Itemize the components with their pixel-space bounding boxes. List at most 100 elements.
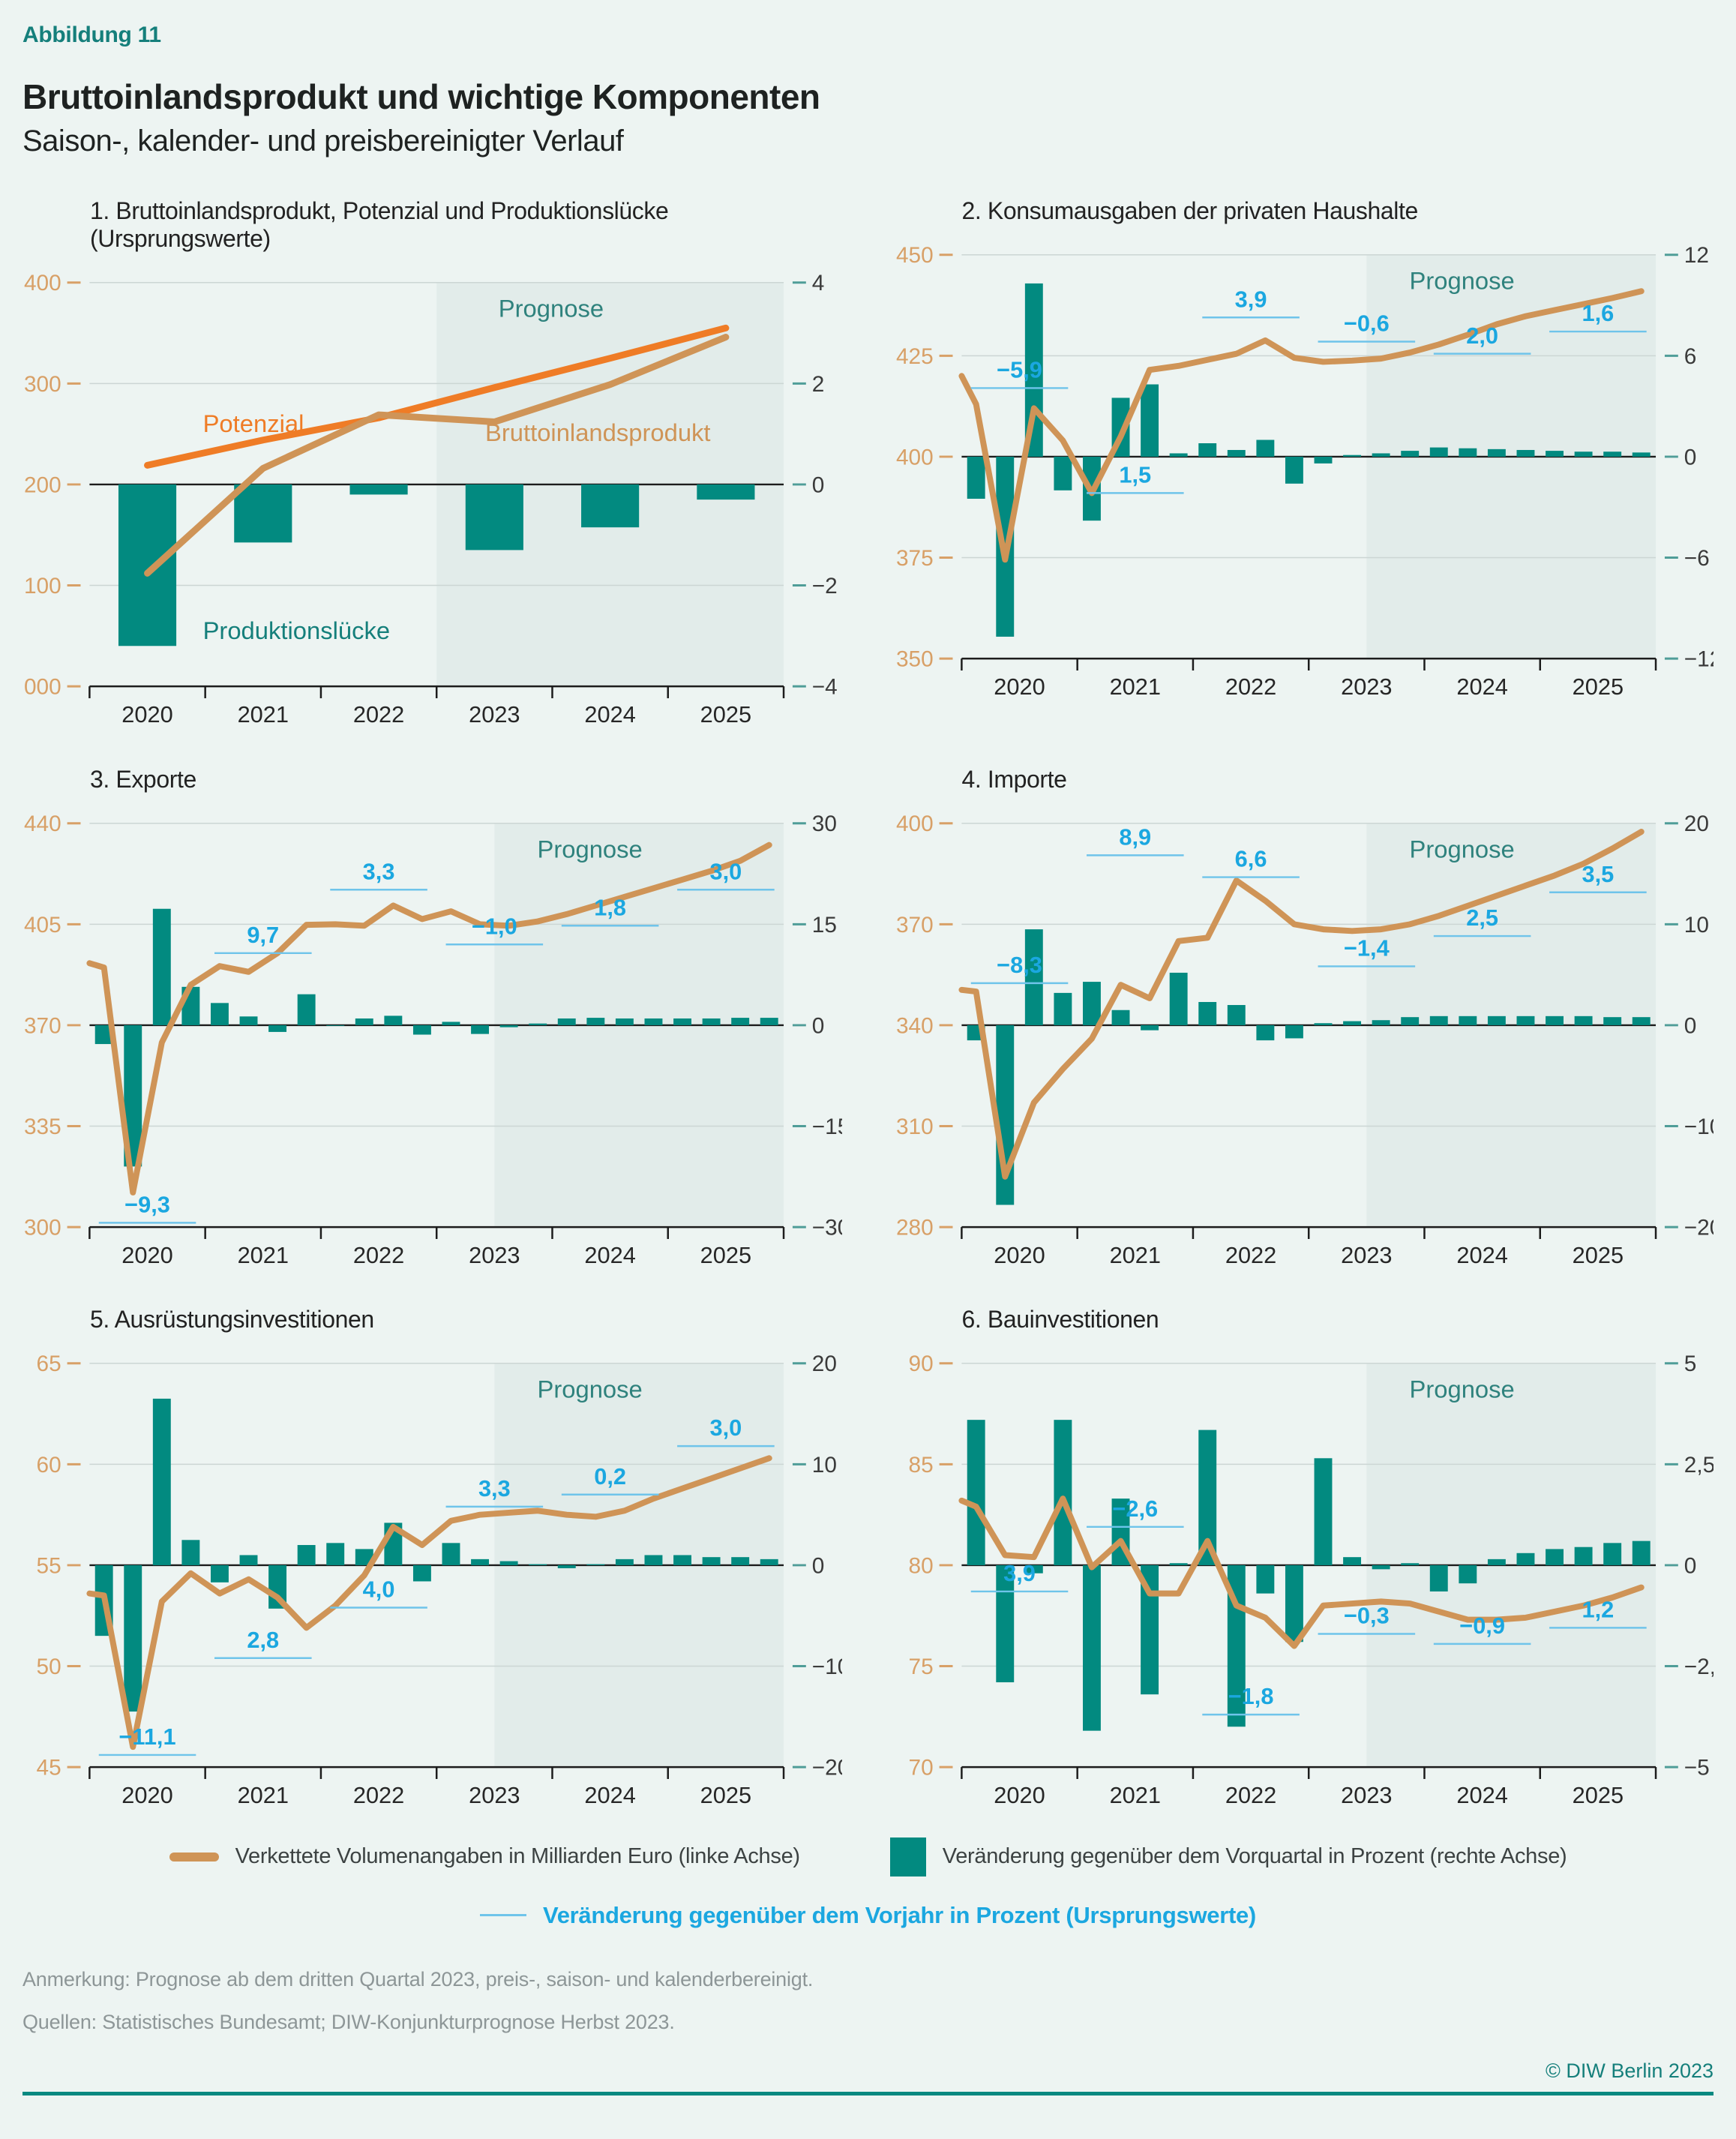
- svg-text:80: 80: [908, 1554, 933, 1579]
- svg-text:2022: 2022: [1225, 674, 1276, 700]
- svg-text:2022: 2022: [1225, 1782, 1276, 1808]
- svg-text:400: 400: [895, 812, 933, 836]
- volume-line: [86, 1455, 772, 1750]
- svg-text:2023: 2023: [469, 1782, 520, 1808]
- qoq-bars: [94, 908, 778, 1166]
- left-axis: 440 405 370 335 300: [24, 812, 81, 1240]
- svg-text:2021: 2021: [238, 1782, 289, 1808]
- svg-text:2024: 2024: [584, 701, 635, 728]
- svg-text:2021: 2021: [238, 701, 289, 728]
- right-axis: 12 6 0 −6 −12: [1664, 243, 1714, 672]
- panel-title: 1. Bruttoinlandsprodukt, Potenzial und P…: [90, 197, 669, 252]
- svg-text:0: 0: [812, 1013, 825, 1038]
- svg-text:2022: 2022: [353, 701, 404, 728]
- svg-text:−9,3: −9,3: [124, 1191, 170, 1217]
- svg-text:3,3: 3,3: [363, 858, 395, 884]
- svg-text:0: 0: [1684, 1554, 1696, 1579]
- gridlines: [961, 1363, 1656, 1667]
- gridlines: [89, 822, 784, 1126]
- svg-text:2,5: 2,5: [1466, 904, 1498, 931]
- svg-text:450: 450: [895, 243, 933, 268]
- svg-text:3 000: 3 000: [22, 675, 61, 700]
- svg-text:−5: −5: [1684, 1756, 1709, 1780]
- svg-text:2025: 2025: [1572, 674, 1623, 700]
- svg-text:65: 65: [37, 1352, 61, 1376]
- svg-text:2023: 2023: [1341, 1241, 1392, 1268]
- chart-ausruestungsinvestitionen: 65 60 55 50 45 20 10 0 −10 −20 Prognose −11,1 2,8 4,0…: [37, 1352, 842, 1808]
- svg-text:−10: −10: [1684, 1114, 1714, 1139]
- volume-line: [958, 1496, 1645, 1649]
- left-axis: 400 370 340 310 280: [895, 812, 952, 1240]
- svg-text:2020: 2020: [121, 1782, 172, 1808]
- svg-text:−0,9: −0,9: [1459, 1612, 1505, 1639]
- svg-text:2024: 2024: [1456, 674, 1507, 700]
- svg-text:−1,8: −1,8: [1228, 1683, 1273, 1709]
- svg-text:2020: 2020: [994, 674, 1045, 700]
- panel-bip: 1. Bruttoinlandsprodukt, Potenzial und P…: [22, 197, 842, 737]
- svg-text:−10: −10: [812, 1654, 842, 1679]
- yoy-annotations: −9,3 9,7 3,3 −1,0 1,8 3,0: [98, 858, 775, 1224]
- svg-text:10: 10: [812, 1453, 837, 1478]
- svg-text:280: 280: [895, 1215, 933, 1240]
- volume-line: [958, 828, 1645, 1180]
- svg-text:425: 425: [895, 344, 933, 369]
- prognose-label: Prognose: [1409, 266, 1514, 294]
- panel-exporte: 3. Exporte 440 405 370 335 300 30 15 0 −15 −30 Pro…: [22, 766, 842, 1278]
- svg-text:370: 370: [24, 1013, 61, 1038]
- legend-label: Veränderung gegenüber dem Vorquartal in …: [942, 1844, 1567, 1869]
- svg-text:375: 375: [895, 546, 933, 571]
- svg-text:−4: −4: [812, 675, 838, 700]
- svg-text:2023: 2023: [1341, 1782, 1392, 1808]
- chart-exporte: 440 405 370 335 300 30 15 0 −15 −30 Prognose −9,3 9,…: [24, 812, 842, 1268]
- right-axis: 30 15 0 −15 −30: [792, 812, 842, 1240]
- svg-text:335: 335: [24, 1114, 61, 1139]
- panel-title: 3. Exporte: [90, 765, 196, 793]
- svg-text:70: 70: [908, 1756, 933, 1780]
- svg-text:2024: 2024: [584, 1241, 635, 1268]
- svg-text:15: 15: [812, 912, 837, 937]
- svg-text:2023: 2023: [469, 701, 520, 728]
- svg-text:45: 45: [37, 1756, 61, 1780]
- svg-text:0: 0: [1684, 1013, 1696, 1038]
- svg-text:6: 6: [1684, 344, 1696, 369]
- svg-text:−6: −6: [1684, 546, 1709, 571]
- svg-text:−15: −15: [812, 1114, 842, 1139]
- panel-konsum: 2. Konsumausgaben der privaten Haushalte…: [895, 197, 1714, 737]
- left-axis: 450 425 400 375 350: [895, 243, 952, 672]
- x-axis: 2020 2021 2022 2023 2024 2025: [88, 1766, 785, 1808]
- svg-text:−20: −20: [1684, 1215, 1714, 1240]
- svg-text:2025: 2025: [1572, 1782, 1623, 1808]
- svg-text:3,9: 3,9: [1234, 286, 1267, 312]
- legend-item-volume-line: Verkettete Volumenangaben in Milliarden …: [169, 1844, 800, 1869]
- svg-text:−0,6: −0,6: [1343, 310, 1389, 337]
- svg-text:350: 350: [895, 647, 933, 672]
- svg-text:2021: 2021: [1109, 674, 1160, 700]
- svg-text:9,7: 9,7: [247, 922, 279, 948]
- svg-text:1,2: 1,2: [1582, 1597, 1614, 1623]
- svg-text:12: 12: [1684, 243, 1708, 268]
- x-axis: 2020 2021 2022 2023 2024 2025: [88, 1226, 785, 1268]
- prognose-label: Prognose: [537, 1376, 642, 1403]
- chart-konsumausgaben: 450 425 400 375 350 12 6 0 −6 −12 Prognose −5,9 1,5 3…: [895, 243, 1714, 700]
- gridlines: [961, 254, 1656, 559]
- panel-title: 6. Bauinvestitionen: [961, 1306, 1159, 1334]
- x-axis: 2020 2021 2022 2023 2024 2025: [960, 657, 1657, 700]
- svg-text:1,8: 1,8: [594, 894, 626, 920]
- legend-item-qoq-bars: Veränderung gegenüber dem Vorquartal in …: [889, 1837, 1567, 1876]
- svg-text:2025: 2025: [700, 1782, 751, 1808]
- right-axis: 20 10 0 −10 −20: [792, 1352, 842, 1780]
- svg-text:90: 90: [908, 1352, 933, 1376]
- chart-bauinvestitionen: 90 85 80 75 70 5 2,5 0 −2,5 −5 Prognose 3,9 −2,6 −1,8…: [908, 1352, 1714, 1808]
- svg-text:−20: −20: [812, 1756, 842, 1780]
- svg-text:2025: 2025: [700, 701, 751, 728]
- svg-text:310: 310: [895, 1114, 933, 1139]
- anmerkung-note: Anmerkung: Prognose ab dem dritten Quart…: [22, 1967, 814, 1990]
- svg-text:300: 300: [24, 1215, 61, 1240]
- svg-text:2020: 2020: [121, 701, 172, 728]
- right-axis: 5 2,5 0 −2,5 −5: [1664, 1352, 1714, 1780]
- left-axis: 3 400 3 300 3 200 3 100 3 000: [22, 271, 81, 700]
- prognose-label: Prognose: [1409, 1376, 1514, 1403]
- svg-text:−2: −2: [812, 574, 838, 598]
- volume-line: [144, 324, 730, 469]
- bottom-rule: [22, 2091, 1714, 2096]
